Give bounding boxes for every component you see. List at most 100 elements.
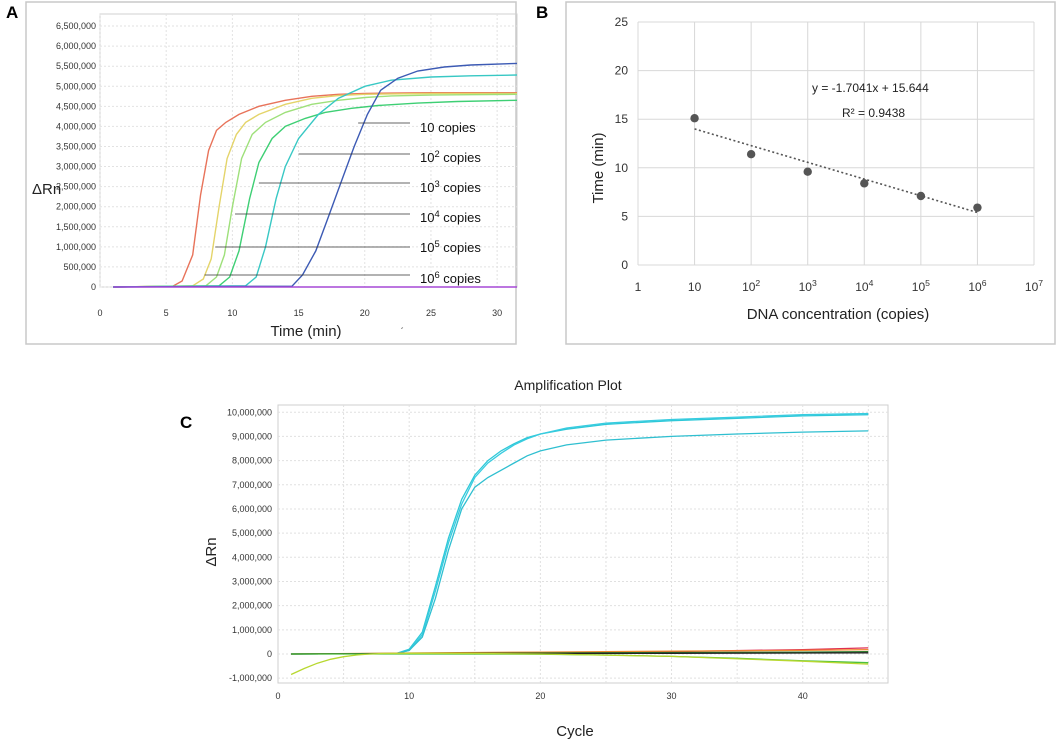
panel-c-ylabel: ΔRn	[203, 537, 220, 566]
panel-c-title: Amplification Plot	[514, 377, 621, 393]
panel-c-xtick: 0	[275, 691, 280, 701]
panel-a-label-2-base: 10	[420, 150, 434, 165]
panel-b-ytick: 20	[615, 64, 629, 78]
panel-b-xlabel: DNA concentration (copies)	[747, 306, 930, 323]
panel-b-xtick-4-sup: 4	[869, 278, 874, 288]
panel-a-label-6-text: copies	[440, 271, 482, 286]
panel-a-label-4-text: copies	[440, 210, 482, 225]
panel-b-point-6	[973, 203, 982, 212]
panel-b-ytick: 0	[621, 258, 628, 272]
panel-a-label-1-text: copies	[434, 120, 476, 135]
panel-a-curve-1	[113, 91, 517, 288]
panel-b-xtick-0-base: 1	[635, 280, 642, 294]
panel-a-label-3-base: 10	[420, 180, 434, 195]
panel-c-ytick: 1,000,000	[232, 625, 272, 635]
panel-c-xtick: 40	[798, 691, 808, 701]
panel-a-label-3: 103 copies	[420, 179, 481, 195]
panel-b-xtick-5-sup: 5	[925, 278, 930, 288]
panel-b-xtick-4-base: 10	[855, 280, 869, 294]
panel-b-letter: B	[536, 3, 548, 22]
panel-a-ytick: 4,500,000	[56, 101, 96, 111]
panel-b-xtick-3-base: 10	[799, 280, 813, 294]
panel-b-xtick-2: 102	[742, 278, 760, 294]
panel-a-label-6-base: 10	[420, 271, 434, 286]
panel-b-xtick-3: 103	[799, 278, 817, 294]
panel-a-stray-mark: ˏ	[400, 318, 404, 330]
panel-b-ytick: 5	[621, 209, 628, 223]
panel-b-point-3	[803, 167, 812, 176]
panel-b-xtick-5: 105	[912, 278, 930, 294]
panel-b-ytick: 25	[615, 15, 629, 29]
panel-a-label-1: 10 copies	[420, 120, 476, 135]
panel-a-ytick: 2,500,000	[56, 182, 96, 192]
panel-b-ytick: 10	[615, 161, 629, 175]
panel-a-ytick: 3,000,000	[56, 162, 96, 172]
panel-c-xtick: 20	[535, 691, 545, 701]
panel-c-ytick: 3,000,000	[232, 576, 272, 586]
panel-a-ytick: 1,000,000	[56, 242, 96, 252]
panel-b-xtick-6-sup: 6	[982, 278, 987, 288]
panel-c-axes: -1,000,00001,000,0002,000,0003,000,0004,…	[227, 407, 808, 701]
panel-b-xtick-1-base: 10	[688, 280, 702, 294]
panel-a-curve-4	[113, 99, 518, 288]
panel-a-label-4-sup: 4	[434, 209, 439, 219]
panel-a-xlabel: Time (min)	[270, 323, 341, 340]
panel-b-xtick-2-base: 10	[742, 280, 756, 294]
panel-b-xtick-1: 10	[688, 280, 702, 294]
panel-b-xtick-6: 106	[968, 278, 986, 294]
panel-b-point-4	[860, 179, 869, 188]
panel-a-label-4: 104 copies	[420, 209, 481, 225]
panel-a-label-1-base: 10	[420, 120, 434, 135]
panel-c-ytick: 6,000,000	[232, 504, 272, 514]
panel-a-ytick: 6,500,000	[56, 21, 96, 31]
panel-a-ytick: 4,000,000	[56, 121, 96, 131]
panel-c-plot-area	[277, 404, 889, 684]
panel-b-xtick-4: 104	[855, 278, 873, 294]
panel-b-equation: y = -1.7041x + 15.644	[812, 81, 929, 95]
panel-c-xlabel: Cycle	[556, 723, 594, 740]
panel-b-ytick: 15	[615, 112, 629, 126]
panel-a-xtick: 30	[492, 308, 502, 318]
panel-a-label-2-sup: 2	[434, 149, 439, 159]
panel-a-label-4-base: 10	[420, 210, 434, 225]
panel-a-label-5: 105 copies	[420, 239, 481, 255]
panel-b-xtick-0: 1	[635, 280, 642, 294]
panel-a-letter: A	[6, 3, 18, 22]
panel-a-ytick: 5,500,000	[56, 61, 96, 71]
panel-b-xtick-3-sup: 3	[812, 278, 817, 288]
panel-c-ytick: 2,000,000	[232, 601, 272, 611]
panel-a-ytick: 0	[91, 282, 96, 292]
panel-a-label-3-sup: 3	[434, 179, 439, 189]
panel-a-xtick: 10	[227, 308, 237, 318]
panel-a-xtick: 0	[97, 308, 102, 318]
panel-b-point-2	[746, 149, 756, 159]
panel-a-curve-6	[113, 62, 518, 288]
panel-a-axes: 0 500,000 1,000,000 1,500,000 2,000,000 2,500…	[56, 21, 502, 318]
panel-b-xtick-2-sup: 2	[755, 278, 760, 288]
panel-c-series	[290, 412, 869, 676]
panel-a-xtick: 25	[426, 308, 436, 318]
panel-c-ytick: 5,000,000	[232, 528, 272, 538]
panel-c-ytick: 7,000,000	[232, 480, 272, 490]
panel-c-curve-1	[291, 414, 869, 655]
panel-a-label-2: 102 copies	[420, 149, 481, 165]
panel-b-xtick-7-base: 10	[1025, 280, 1039, 294]
panel-a-ytick: 5,000,000	[56, 81, 96, 91]
panel-a-curve-3	[113, 93, 518, 288]
panel-a-label-6: 106 copies	[420, 270, 481, 286]
panel-a-xtick: 20	[360, 308, 370, 318]
panel-a-ytick: 6,000,000	[56, 41, 96, 51]
panel-a-ytick: 500,000	[63, 262, 96, 272]
panel-c-letter: C	[180, 413, 192, 432]
panel-b-point-1	[690, 114, 699, 123]
panel-a-curve-5	[113, 74, 518, 288]
panel-b-points	[690, 114, 982, 212]
panel-a-label-5-text: copies	[440, 240, 482, 255]
panel-a-xtick: 15	[294, 308, 304, 318]
panel-c-xtick: 10	[404, 691, 414, 701]
panel-a-series	[113, 62, 518, 288]
panel-b-xtick-5-base: 10	[912, 280, 926, 294]
panel-a-label-3-text: copies	[440, 180, 482, 195]
